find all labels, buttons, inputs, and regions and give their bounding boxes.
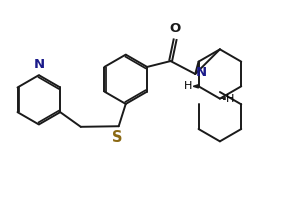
- Text: O: O: [170, 22, 181, 35]
- Text: H: H: [226, 94, 234, 104]
- Polygon shape: [193, 85, 199, 88]
- Text: H: H: [184, 81, 193, 91]
- Text: S: S: [112, 130, 123, 145]
- Text: N: N: [196, 66, 207, 79]
- Text: N: N: [33, 58, 44, 71]
